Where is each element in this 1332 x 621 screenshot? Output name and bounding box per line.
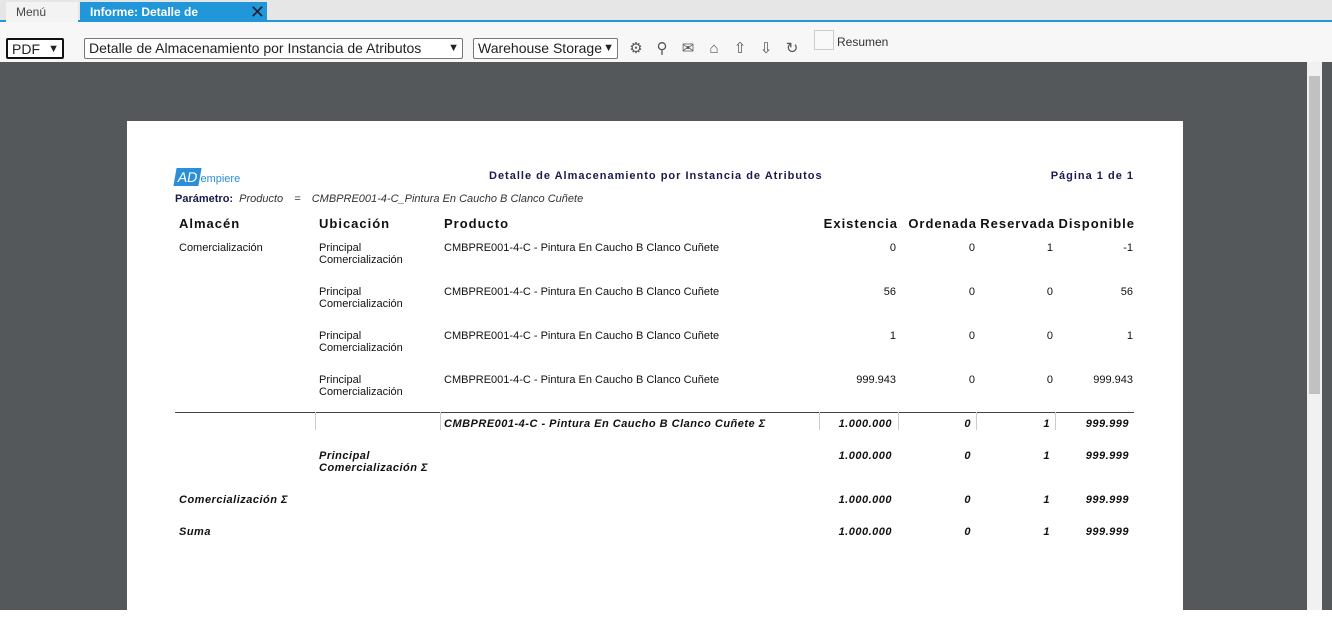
total-label-2: Comercialización Σ	[319, 462, 429, 474]
cell-ordenada: 0	[968, 374, 975, 386]
total-reservada: 1	[1043, 494, 1050, 506]
total-ordenada: 0	[964, 418, 971, 430]
cell-existencia: 56	[883, 286, 896, 298]
report-value: Detalle de Almacenamiento por Instancia …	[89, 40, 422, 56]
cell-existencia: 999.943	[856, 374, 896, 386]
cell-producto: CMBPRE001-4-C - Pintura En Caucho B Clan…	[444, 330, 720, 342]
param-label: Parámetro:	[175, 193, 234, 205]
cell-disponible: -1	[1123, 242, 1133, 254]
report-page: AD empiere Detalle de Almacenamiento por …	[127, 121, 1183, 621]
param-value: CMBPRE001-4-C_Pintura En Caucho B Clanco…	[311, 193, 584, 205]
col-existencia: Existencia	[823, 216, 898, 231]
format-select[interactable]: PDF ▼	[6, 38, 64, 59]
total-reservada: 1	[1043, 450, 1050, 462]
summary-checkbox[interactable]	[814, 30, 834, 50]
cell-ubicacion-2: Comercialización	[319, 254, 403, 266]
cell-disponible: 56	[1120, 286, 1133, 298]
cell-reservada: 1	[1046, 242, 1053, 254]
format-value: PDF	[12, 41, 40, 57]
total-existencia: 1.000.000	[838, 494, 892, 506]
page-number: Página 1 de 1	[1050, 170, 1134, 182]
export-icon[interactable]: ⇧	[733, 40, 747, 57]
total-disponible: 999.999	[1085, 526, 1129, 538]
scrollbar[interactable]	[1307, 62, 1322, 610]
col-producto: Producto	[444, 216, 510, 231]
col-reservada: Reservada	[980, 216, 1055, 231]
tab-menu[interactable]: Menú (35)	[6, 2, 78, 39]
total-disponible: 999.999	[1085, 450, 1129, 462]
refresh-icon[interactable]: ↻	[785, 40, 799, 57]
send-mail-icon[interactable]: ✉	[681, 40, 695, 57]
col-disponible: Disponible	[1058, 216, 1135, 231]
archive-icon[interactable]: ⌂	[709, 40, 719, 57]
cell-existencia: 0	[889, 242, 896, 254]
cell-ubicacion: Principal	[319, 242, 362, 254]
total-disponible: 999.999	[1085, 494, 1129, 506]
view-value: Warehouse Storage	[478, 40, 602, 56]
scrollbar-thumb[interactable]	[1309, 76, 1320, 394]
total-existencia: 1.000.000	[838, 418, 892, 430]
total-ordenada: 0	[964, 450, 971, 462]
cell-ubicacion: Principal	[319, 330, 362, 342]
total-existencia: 1.000.000	[838, 450, 892, 462]
col-ordenada: Ordenada	[908, 216, 977, 231]
toolbar: PDF ▼ Detalle de Almacenamiento por Insta…	[0, 22, 1332, 62]
cell-disponible: 999.943	[1093, 374, 1133, 386]
total-existencia: 1.000.000	[838, 526, 892, 538]
view-select[interactable]: Warehouse Storage ▼	[473, 38, 618, 59]
total-ordenada: 0	[964, 494, 971, 506]
cell-ubicacion-2: Comercialización	[319, 342, 403, 354]
total-ordenada: 0	[964, 526, 971, 538]
total-label: Comercialización Σ	[179, 494, 289, 506]
report-title: Detalle de Almacenamiento por Instancia …	[489, 170, 823, 182]
adempiere-logo: AD empiere	[173, 168, 240, 186]
total-separator	[175, 412, 1134, 413]
cell-disponible: 1	[1126, 330, 1133, 342]
col-almacen: Almacén	[179, 216, 241, 231]
cell-ubicacion-2: Comercialización	[319, 386, 403, 398]
total-disponible: 999.999	[1085, 418, 1129, 430]
tab-report[interactable]: Informe: Detalle de Almacen...✕	[80, 2, 267, 39]
cell-almacen: Comercialización	[179, 242, 263, 254]
cell-producto: CMBPRE001-4-C - Pintura En Caucho B Clan…	[444, 286, 720, 298]
total-label: CMBPRE001-4-C - Pintura En Caucho B Clan…	[444, 418, 766, 430]
cell-ubicacion-2: Comercialización	[319, 298, 403, 310]
cell-ubicacion: Principal	[319, 374, 362, 386]
cell-ordenada: 0	[968, 330, 975, 342]
cell-reservada: 0	[1046, 286, 1053, 298]
search-icon[interactable]: ⚲	[656, 40, 668, 57]
total-label: Principal	[319, 450, 370, 462]
cell-existencia: 1	[889, 330, 896, 342]
gear-icon[interactable]: ⚙	[629, 40, 643, 57]
cell-reservada: 0	[1046, 374, 1053, 386]
param-op: =	[294, 193, 301, 205]
cell-ordenada: 0	[968, 286, 975, 298]
cell-producto: CMBPRE001-4-C - Pintura En Caucho B Clan…	[444, 374, 720, 386]
total-label: Suma	[179, 526, 211, 538]
report-select[interactable]: Detalle de Almacenamiento por Instancia …	[84, 38, 463, 59]
close-icon[interactable]: ✕	[249, 2, 265, 22]
cell-reservada: 0	[1046, 330, 1053, 342]
summary-label: Resumen	[837, 35, 889, 49]
cell-ubicacion: Principal	[319, 286, 362, 298]
total-reservada: 1	[1043, 526, 1050, 538]
total-reservada: 1	[1043, 418, 1050, 430]
download-icon[interactable]: ⇩	[759, 40, 773, 57]
cell-producto: CMBPRE001-4-C - Pintura En Caucho B Clan…	[444, 242, 720, 254]
cell-ordenada: 0	[968, 242, 975, 254]
param-name: Producto	[239, 193, 284, 205]
col-ubicacion: Ubicación	[319, 216, 391, 231]
tab-bar: Menú (35) Informe: Detalle de Almacen...…	[0, 0, 1332, 39]
